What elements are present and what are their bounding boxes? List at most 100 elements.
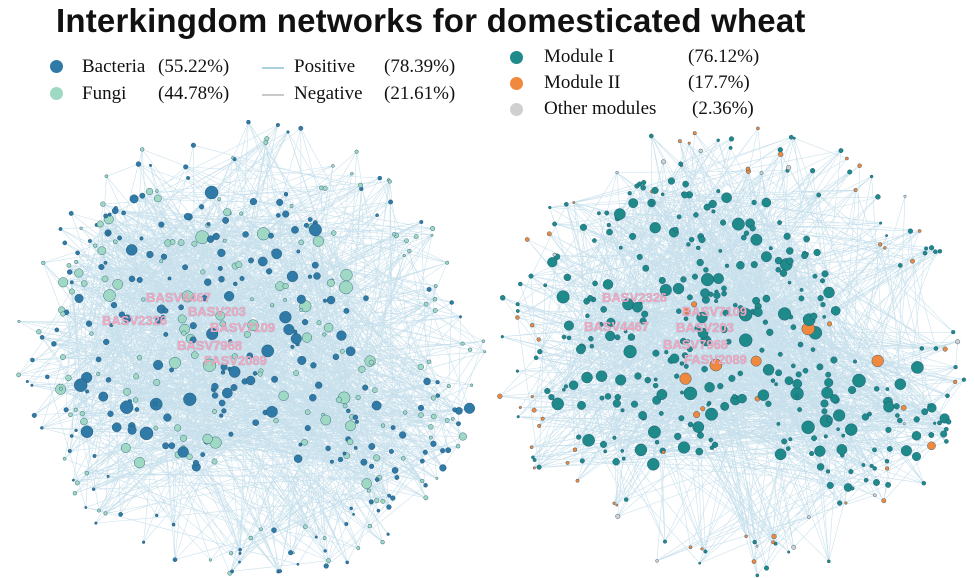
network-node [820, 399, 829, 408]
network-node [346, 438, 354, 446]
network-node [623, 345, 637, 359]
network-node [762, 364, 775, 376]
network-node [430, 440, 437, 447]
network-node [402, 253, 406, 258]
network-node [148, 163, 152, 167]
network-node [687, 421, 694, 428]
network-node [783, 232, 791, 240]
edge-bundle [18, 121, 486, 574]
network-node [39, 335, 45, 340]
network-node [445, 260, 450, 265]
network-node [801, 420, 815, 434]
network-node [869, 463, 874, 468]
network-node [700, 288, 710, 298]
network-node [724, 263, 730, 268]
network-node [940, 430, 948, 438]
network-node [741, 234, 747, 241]
network-node [202, 358, 217, 372]
legend-label-bacteria: Bacteria [82, 56, 146, 77]
network-node [885, 481, 891, 488]
network-node [430, 233, 434, 237]
network-node [67, 449, 72, 454]
network-node [701, 365, 708, 373]
network-node [103, 289, 116, 302]
network-node [459, 315, 463, 319]
network-node [615, 503, 619, 507]
network-node [683, 307, 691, 315]
network-node [683, 316, 689, 322]
network-node [278, 569, 282, 573]
network-node [65, 374, 72, 382]
network-node [291, 226, 299, 234]
network-node [953, 379, 958, 384]
network-node [628, 198, 639, 209]
network-node [713, 273, 724, 284]
network-node [614, 394, 621, 401]
network-node [68, 210, 74, 216]
network-node [62, 456, 67, 461]
network-node [353, 445, 358, 450]
network-node [178, 304, 184, 311]
network-node [296, 294, 306, 304]
network-node [705, 407, 718, 421]
network-node [352, 513, 355, 516]
network-node [642, 264, 650, 272]
network-node [579, 458, 585, 464]
network-node [556, 290, 570, 304]
network-node [68, 412, 73, 417]
network-node [841, 433, 846, 438]
hub-label: BASV4467 [146, 290, 211, 305]
network-node [874, 386, 880, 392]
network-node [771, 533, 777, 540]
network-node [231, 156, 235, 160]
network-node [120, 442, 131, 453]
network-node [247, 319, 259, 331]
network-node [403, 410, 408, 415]
network-node [604, 210, 610, 216]
network-node [679, 372, 692, 385]
network-node [248, 257, 254, 264]
network-node [238, 560, 241, 564]
network-node [544, 387, 551, 395]
network-node [790, 387, 804, 401]
network-node [692, 273, 699, 280]
network-node [297, 355, 307, 365]
network-node [392, 232, 397, 237]
network-node [183, 392, 197, 406]
network-node [561, 334, 567, 340]
network-node [223, 208, 232, 217]
network-node [30, 357, 35, 363]
network-node [337, 456, 344, 463]
network-node [211, 382, 219, 391]
network-node [360, 458, 368, 466]
network-node [659, 284, 672, 297]
network-node [84, 471, 90, 476]
network-node [713, 291, 721, 300]
network-node [432, 307, 438, 313]
network-node [481, 339, 486, 343]
network-node [927, 441, 936, 451]
network-node [435, 393, 440, 398]
network-node [844, 501, 848, 505]
network-node [192, 459, 199, 466]
hub-label: BASV2326 [102, 313, 167, 328]
network-node [821, 386, 834, 399]
network-node [825, 371, 832, 378]
network-node [944, 439, 949, 444]
network-node [289, 204, 294, 208]
network-node [331, 230, 337, 236]
network-node [945, 419, 952, 425]
network-node [845, 423, 858, 436]
network-node [688, 545, 693, 550]
network-node [814, 445, 826, 457]
network-node [898, 263, 903, 268]
network-node [387, 493, 391, 498]
network-node [795, 393, 800, 398]
edges-right [499, 128, 965, 576]
network-node [290, 344, 295, 349]
network-node [66, 263, 72, 268]
network-node [676, 214, 682, 220]
network-node [809, 168, 816, 174]
network-node [98, 391, 109, 402]
network-node [624, 497, 629, 502]
